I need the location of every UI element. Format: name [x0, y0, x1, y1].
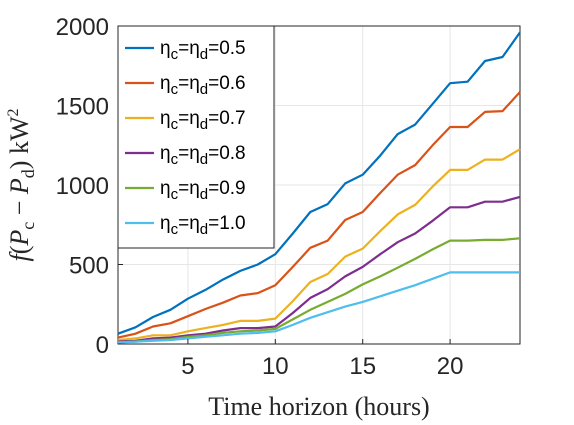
series-line	[117, 195, 521, 343]
series-lines	[117, 31, 521, 344]
legend: ηc=ηd=0.5 ηc=ηd=0.6 ηc=ηd=0.7 ηc=ηd=0.8 ηc=η…	[117, 25, 275, 249]
y-tick-label: 500	[69, 253, 109, 280]
x-tick-label: 15	[349, 353, 376, 380]
y-axis-label: f(Pc − Pd) kW2	[5, 108, 38, 261]
x-tick-label: 20	[437, 353, 464, 380]
series-line	[117, 237, 521, 344]
x-tick-label: 10	[262, 353, 289, 380]
series-line	[117, 271, 520, 344]
series-line	[117, 148, 521, 342]
series-line	[117, 91, 521, 339]
y-tick-label: 0	[96, 332, 109, 359]
legend-label: ηc=ηd=0.6	[160, 73, 246, 98]
x-axis-ticks: 5 10 15 20	[181, 339, 463, 380]
y-axis-ticks: 0 500 1000 1500 2000	[56, 14, 123, 359]
x-axis-label: Time horizon (hours)	[208, 392, 429, 421]
y-tick-label: 2000	[56, 14, 109, 41]
y-tick-label: 1000	[56, 173, 109, 200]
legend-label: ηc=ηd=0.9	[160, 178, 246, 203]
legend-label: ηc=ηd=0.5	[160, 38, 246, 63]
legend-label: ηc=ηd=1.0	[160, 213, 246, 238]
series-line	[117, 31, 521, 335]
legend-label: ηc=ηd=0.7	[160, 108, 246, 133]
y-tick-label: 1500	[56, 94, 109, 121]
legend-box	[117, 25, 275, 249]
x-tick-label: 5	[181, 353, 194, 380]
legend-label: ηc=ηd=0.8	[160, 143, 246, 168]
